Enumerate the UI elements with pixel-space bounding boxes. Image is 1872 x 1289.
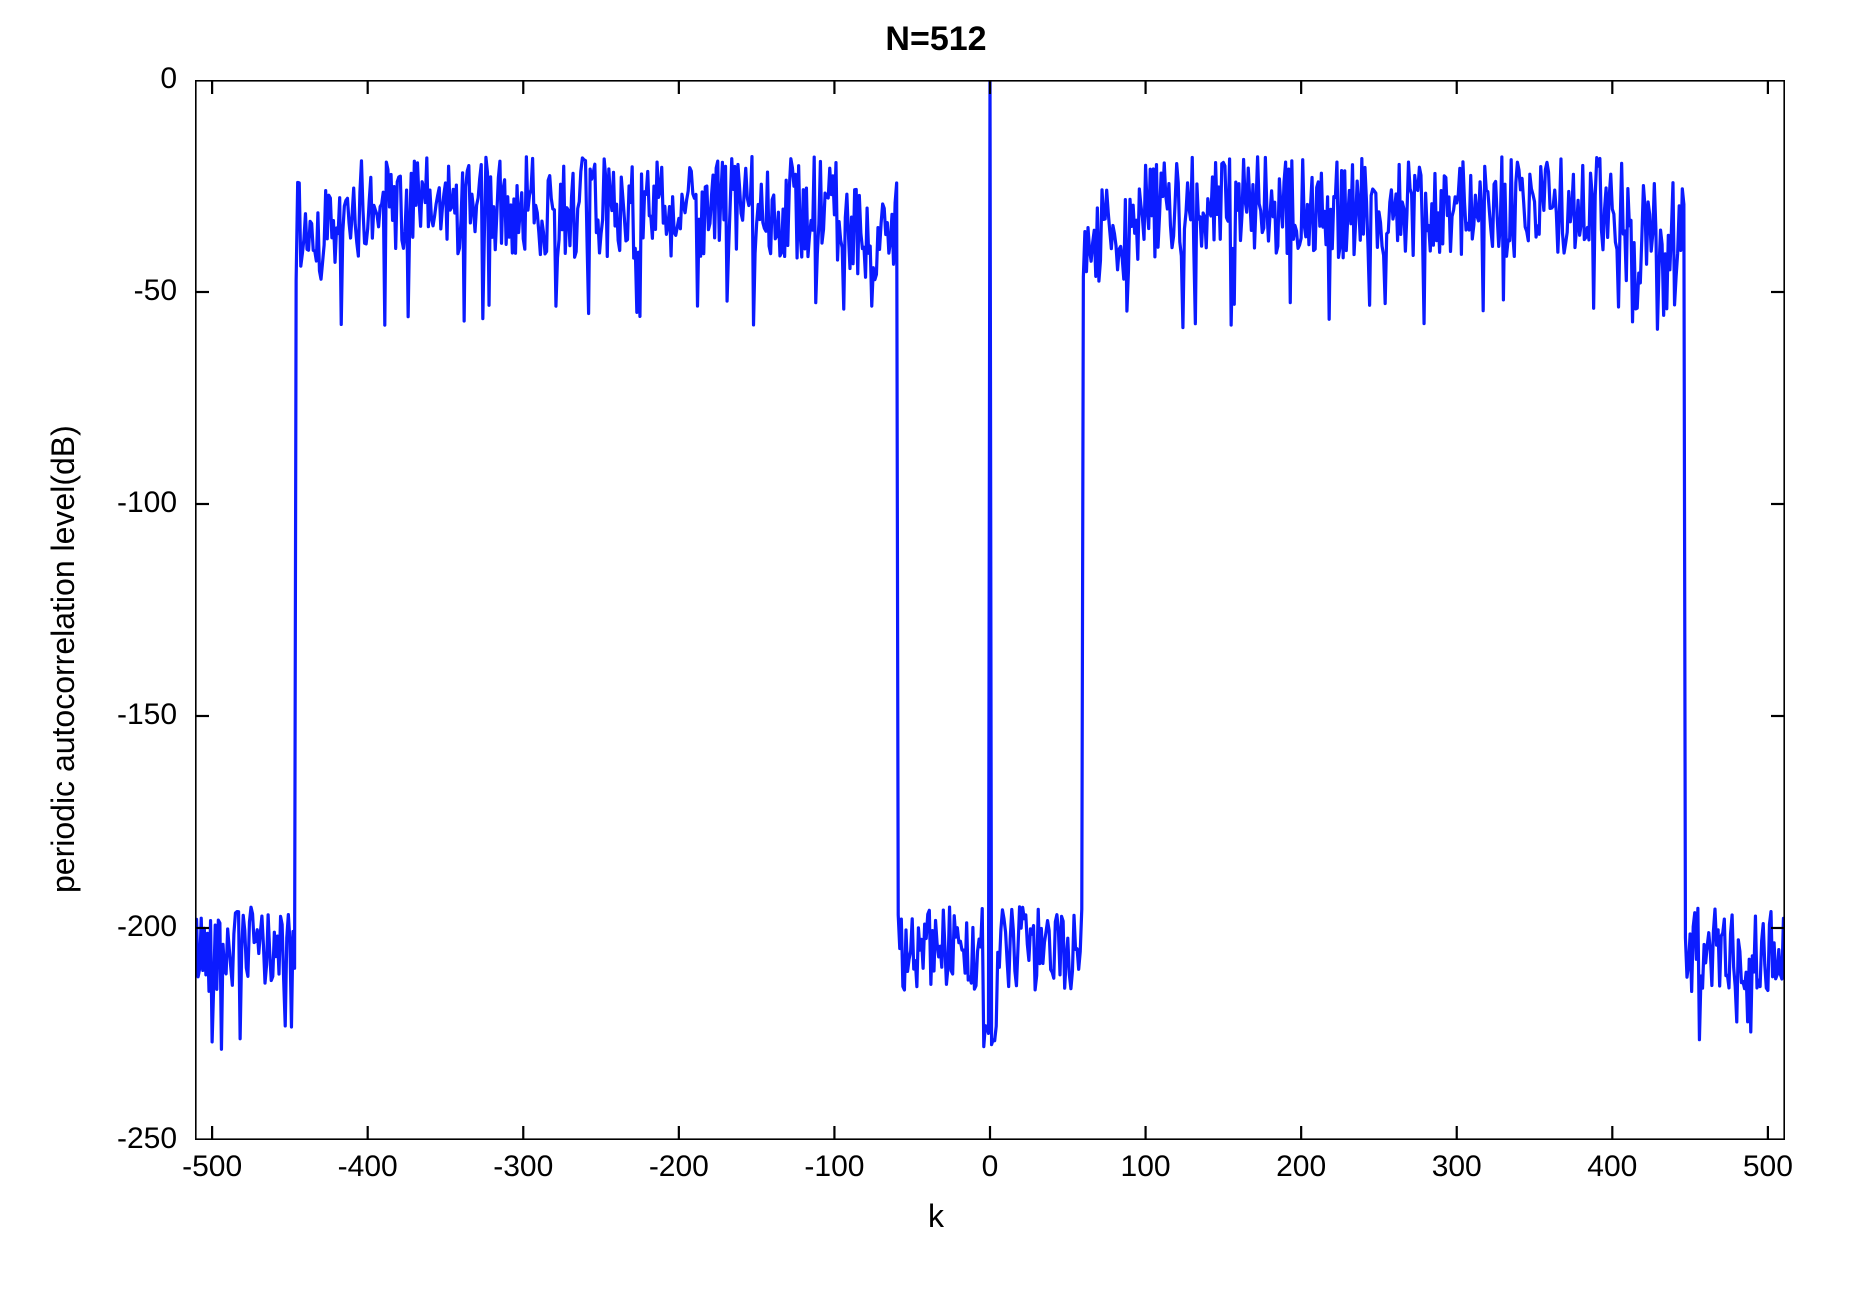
xtick-label: -500 <box>182 1150 242 1184</box>
ytick-label: 0 <box>0 62 177 96</box>
ytick-label: -200 <box>0 910 177 944</box>
ytick-label: -250 <box>0 1122 177 1156</box>
plot-area <box>195 80 1785 1140</box>
xtick-label: -100 <box>804 1150 864 1184</box>
ytick-label: -50 <box>0 274 177 308</box>
xtick-label: -400 <box>338 1150 398 1184</box>
ytick-label: -100 <box>0 486 177 520</box>
xtick-label: -200 <box>649 1150 709 1184</box>
plot-svg <box>195 80 1785 1140</box>
xtick-label: 200 <box>1276 1150 1326 1184</box>
data-line <box>195 80 1785 1049</box>
x-axis-label: k <box>0 1198 1872 1235</box>
xtick-label: 100 <box>1121 1150 1171 1184</box>
xtick-label: 400 <box>1587 1150 1637 1184</box>
ytick-label: -150 <box>0 698 177 732</box>
xtick-label: 0 <box>982 1150 999 1184</box>
xtick-label: -300 <box>493 1150 553 1184</box>
figure: N=512 periodic autocorrelation level(dB)… <box>0 0 1872 1289</box>
xtick-label: 500 <box>1743 1150 1793 1184</box>
chart-title: N=512 <box>0 20 1872 59</box>
xtick-label: 300 <box>1432 1150 1482 1184</box>
